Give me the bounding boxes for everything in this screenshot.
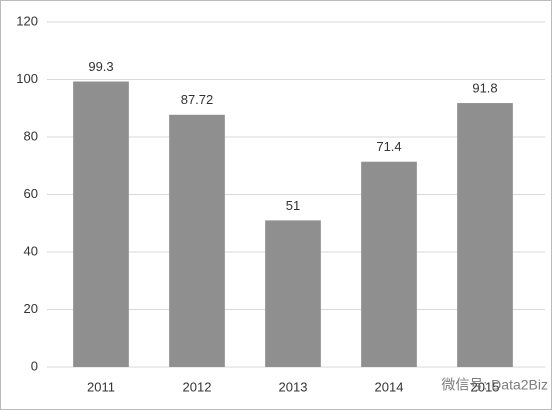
- data-label: 91.8: [472, 81, 497, 96]
- x-tick-label: 2014: [375, 379, 404, 394]
- x-tick-label: 2011: [87, 379, 115, 394]
- bar: [169, 114, 225, 368]
- y-tick-label: 40: [24, 243, 38, 258]
- bar: [457, 103, 513, 367]
- data-label: 99.3: [88, 59, 113, 74]
- watermark: 微信号: Data2Biz: [441, 377, 548, 393]
- y-tick-label: 20: [24, 301, 38, 316]
- y-tick-label: 0: [31, 358, 38, 373]
- bar: [73, 81, 129, 367]
- bar: [265, 220, 321, 367]
- y-tick-label: 120: [16, 13, 38, 28]
- y-tick-label: 60: [24, 186, 38, 201]
- bar: [361, 161, 417, 367]
- x-tick-label: 2012: [183, 379, 212, 394]
- data-label: 51: [286, 198, 300, 213]
- x-tick-label: 2013: [279, 379, 308, 394]
- data-label: 71.4: [376, 139, 401, 154]
- y-tick-label: 80: [24, 128, 38, 143]
- y-tick-label: 100: [16, 71, 38, 86]
- data-label: 87.72: [181, 92, 214, 107]
- x-tick-label: 2015: [471, 379, 500, 394]
